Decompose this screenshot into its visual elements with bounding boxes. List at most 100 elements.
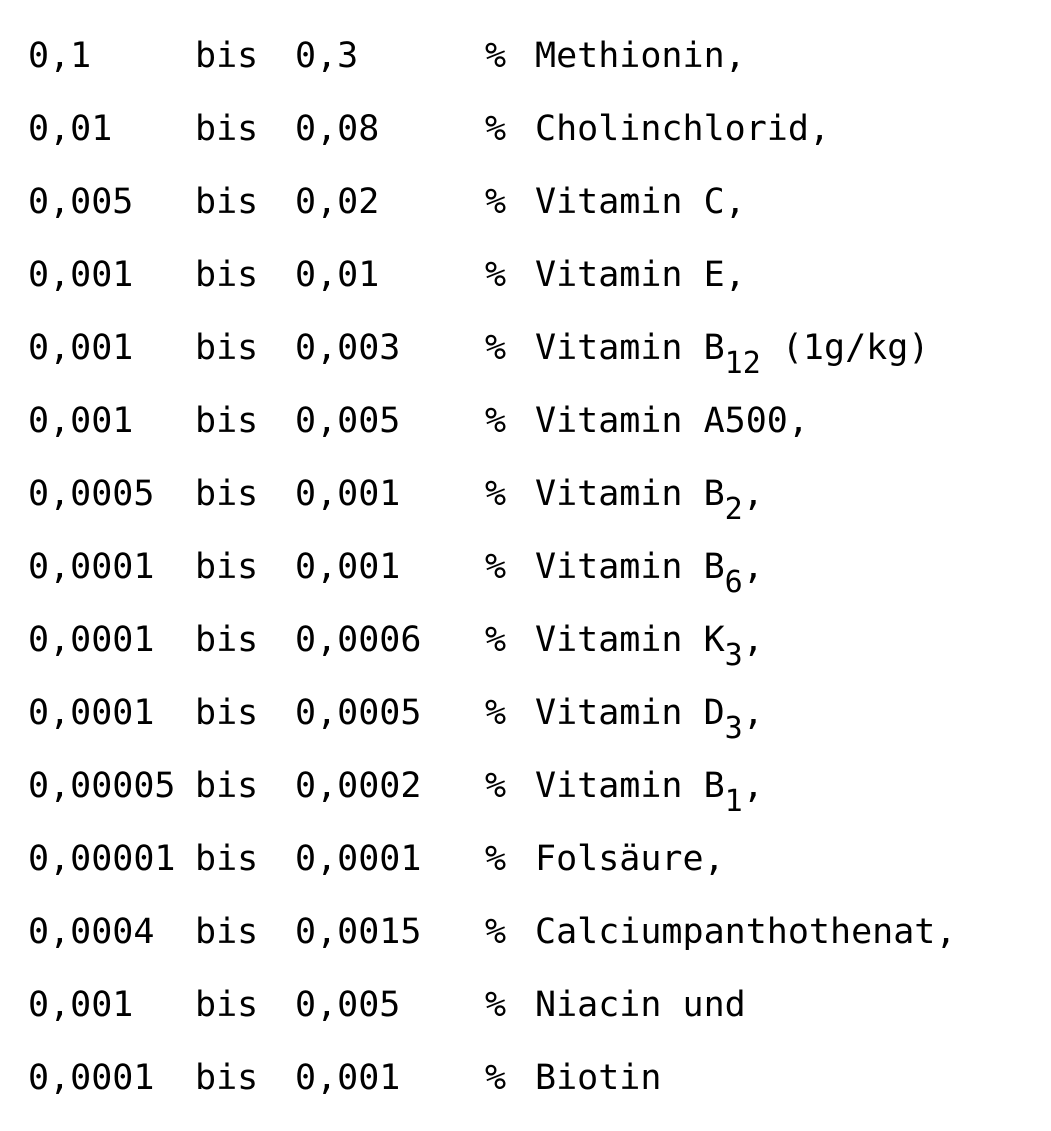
range-word: bis: [195, 985, 258, 1025]
ingredient-base-name: Vitamin B: [535, 766, 725, 806]
range-word: bis: [195, 36, 258, 76]
ingredient-base-name: Niacin und: [535, 985, 746, 1025]
ingredient-name: Vitamin C,: [535, 182, 746, 222]
ingredient-name: Vitamin B6,: [535, 547, 764, 587]
ingredient-base-name: Calciumpanthothenat: [535, 912, 935, 952]
percent-sign: %: [485, 255, 506, 295]
ingredient-row: 0,0001bis0,0005%Vitamin D3,: [0, 693, 1051, 766]
percent-sign: %: [485, 328, 506, 368]
amount-from: 0,0001: [28, 547, 154, 587]
ingredient-name: Vitamin B1,: [535, 766, 764, 806]
percent-sign: %: [485, 985, 506, 1025]
amount-from: 0,01: [28, 109, 112, 149]
ingredient-base-name: Vitamin D: [535, 693, 725, 733]
amount-to: 0,0015: [295, 912, 421, 952]
ingredient-base-name: Biotin: [535, 1058, 661, 1098]
amount-from: 0,005: [28, 182, 133, 222]
ingredient-name: Vitamin E,: [535, 255, 746, 295]
percent-sign: %: [485, 182, 506, 222]
ingredient-suffix: ,: [743, 693, 764, 733]
ingredient-subscript: 3: [725, 638, 743, 673]
ingredient-name: Folsäure,: [535, 839, 725, 879]
ingredient-suffix: ,: [725, 182, 746, 222]
ingredient-base-name: Vitamin K: [535, 620, 725, 660]
amount-to: 0,08: [295, 109, 379, 149]
amount-to: 0,001: [295, 1058, 400, 1098]
amount-from: 0,0004: [28, 912, 154, 952]
range-word: bis: [195, 474, 258, 514]
ingredient-suffix: ,: [743, 766, 764, 806]
amount-from: 0,001: [28, 401, 133, 441]
ingredient-row: 0,001bis0,003%Vitamin B12 (1g/kg): [0, 328, 1051, 401]
ingredient-row: 0,0005 bis 0,001% Vitamin B2,: [0, 474, 1051, 547]
ingredient-row: 0,00001 bis 0,0001% Folsäure,: [0, 839, 1051, 912]
amount-from: 0,0005: [28, 474, 154, 514]
amount-from: 0,001: [28, 328, 133, 368]
ingredient-row: 0,0004bis0,0015%Calciumpanthothenat,: [0, 912, 1051, 985]
ingredient-base-name: Vitamin A500: [535, 401, 788, 441]
percent-sign: %: [485, 36, 506, 76]
ingredient-suffix: ,: [743, 474, 764, 514]
amount-to: 0,0001: [295, 839, 421, 879]
ingredient-row: 0,001 bis 0,005% Niacin und: [0, 985, 1051, 1058]
amount-to: 0,005: [295, 985, 400, 1025]
amount-from: 0,0001: [28, 1058, 154, 1098]
percent-sign: %: [485, 401, 506, 441]
ingredient-row: 0,001 bis 0,005% Vitamin A500,: [0, 401, 1051, 474]
amount-to: 0,01: [295, 255, 379, 295]
amount-from: 0,001: [28, 985, 133, 1025]
ingredient-row: 0,005 bis 0,02% Vitamin C,: [0, 182, 1051, 255]
range-word: bis: [195, 182, 258, 222]
amount-to: 0,0006: [295, 620, 421, 660]
range-word: bis: [195, 328, 258, 368]
amount-to: 0,005: [295, 401, 400, 441]
ingredient-name: Vitamin B2,: [535, 474, 764, 514]
amount-to: 0,02: [295, 182, 379, 222]
ingredient-suffix: ,: [725, 36, 746, 76]
ingredient-name: Vitamin D3,: [535, 693, 764, 733]
amount-to: 0,001: [295, 474, 400, 514]
ingredient-name: Vitamin B12 (1g/kg): [535, 328, 929, 368]
range-word: bis: [195, 401, 258, 441]
ingredient-suffix: ,: [935, 912, 956, 952]
ingredient-name: Niacin und: [535, 985, 746, 1025]
amount-to: 0,0002: [295, 766, 421, 806]
percent-sign: %: [485, 620, 506, 660]
range-word: bis: [195, 912, 258, 952]
ingredient-suffix: ,: [725, 255, 746, 295]
ingredient-base-name: Cholinchlorid: [535, 109, 809, 149]
range-word: bis: [195, 1058, 258, 1098]
ingredient-suffix: ,: [788, 401, 809, 441]
ingredient-subscript: 6: [725, 565, 743, 600]
range-word: bis: [195, 839, 258, 879]
amount-from: 0,0001: [28, 693, 154, 733]
ingredient-suffix: (1g/kg): [761, 328, 930, 368]
range-word: bis: [195, 766, 258, 806]
amount-from: 0,1: [28, 36, 91, 76]
ingredient-base-name: Vitamin B: [535, 328, 725, 368]
amount-from: 0,00001: [28, 839, 176, 879]
percent-sign: %: [485, 839, 506, 879]
ingredient-name: Biotin: [535, 1058, 661, 1098]
ingredient-base-name: Folsäure: [535, 839, 704, 879]
ingredient-subscript: 12: [725, 346, 761, 381]
amount-from: 0,00005: [28, 766, 176, 806]
ingredient-suffix: ,: [743, 547, 764, 587]
ingredient-base-name: Vitamin B: [535, 474, 725, 514]
ingredient-suffix: ,: [704, 839, 725, 879]
ingredient-suffix: ,: [809, 109, 830, 149]
amount-from: 0,0001: [28, 620, 154, 660]
ingredient-row: 0,01bis0,08%Cholinchlorid,: [0, 109, 1051, 182]
ingredient-subscript: 2: [725, 492, 743, 527]
range-word: bis: [195, 620, 258, 660]
ingredient-base-name: Vitamin B: [535, 547, 725, 587]
percent-sign: %: [485, 766, 506, 806]
percent-sign: %: [485, 474, 506, 514]
ingredient-suffix: ,: [743, 620, 764, 660]
percent-sign: %: [485, 547, 506, 587]
ingredient-row: 0,00005 bis 0,0002% Vitamin B1,: [0, 766, 1051, 839]
range-word: bis: [195, 693, 258, 733]
amount-from: 0,001: [28, 255, 133, 295]
ingredient-subscript: 3: [725, 711, 743, 746]
ingredient-subscript: 1: [725, 784, 743, 819]
